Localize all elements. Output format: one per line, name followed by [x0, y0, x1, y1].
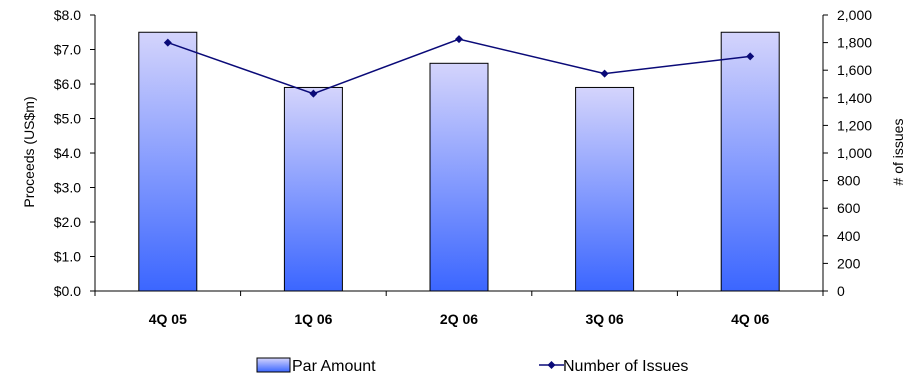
category-label: 2Q 06: [440, 311, 478, 327]
category-label: 1Q 06: [294, 311, 332, 327]
left-tick-label: $0.0: [54, 283, 81, 299]
left-tick-label: $3.0: [54, 180, 81, 196]
y-axis-title-left: Proceeds (US$m): [21, 96, 37, 207]
bar-4q-06: [720, 31, 780, 292]
bar-1q-06: [283, 86, 343, 292]
legend-diamond-icon: [547, 361, 556, 369]
left-axis-ticks: $0.0 $1.0 $2.0 $3.0 $4.0 $5.0 $6.0 $7.0 $8.0: [54, 7, 95, 299]
bar-2q-06: [429, 62, 489, 292]
right-tick-label: 200: [837, 255, 861, 271]
left-tick-label: $6.0: [54, 76, 81, 92]
issues-point-3q-06: [600, 69, 609, 78]
legend: Par Amount Number of Issues: [256, 357, 688, 375]
issues-point-4q-05: [163, 38, 172, 47]
left-tick-label: $4.0: [54, 145, 81, 161]
issues-point-1q-06: [309, 89, 318, 98]
left-tick-label: $7.0: [54, 42, 81, 58]
right-tick-label: 1,000: [837, 145, 872, 161]
issues-point-2q-06: [455, 35, 463, 44]
right-tick-label: 400: [837, 228, 861, 244]
left-tick-label: $1.0: [54, 249, 81, 265]
right-tick-label: 0: [837, 283, 845, 299]
right-tick-label: 1,200: [837, 117, 872, 133]
right-tick-label: 800: [837, 173, 861, 189]
category-labels: 4Q 05 1Q 06 2Q 06 3Q 06 4Q 06: [149, 311, 770, 327]
issues-point-4q-06: [746, 52, 755, 61]
right-axis-ticks: 0 200 400 600 800 1,000 1,200 1,400 1,600 1,800 2,…: [823, 7, 872, 299]
left-tick-label: $5.0: [54, 111, 81, 127]
right-tick-label: 1,400: [837, 90, 872, 106]
legend-bar-swatch: [256, 357, 291, 373]
bar-3q-06: [575, 86, 635, 292]
legend-label-number-of-issues: Number of Issues: [563, 358, 688, 375]
right-tick-label: 1,800: [837, 35, 872, 51]
legend-label-par-amount: Par Amount: [292, 358, 376, 375]
left-tick-label: $2.0: [54, 214, 81, 230]
category-label: 4Q 05: [149, 311, 187, 327]
y-axis-title-right: # of issues: [890, 119, 906, 186]
left-tick-label: $8.0: [54, 7, 81, 23]
right-tick-label: 2,000: [837, 7, 872, 23]
category-label: 4Q 06: [731, 311, 769, 327]
bar-series: [138, 31, 780, 292]
bar-4q-05: [138, 31, 198, 292]
category-label: 3Q 06: [586, 311, 624, 327]
line-series: [163, 35, 755, 98]
right-tick-label: 1,600: [837, 62, 872, 78]
right-tick-label: 600: [837, 200, 861, 216]
